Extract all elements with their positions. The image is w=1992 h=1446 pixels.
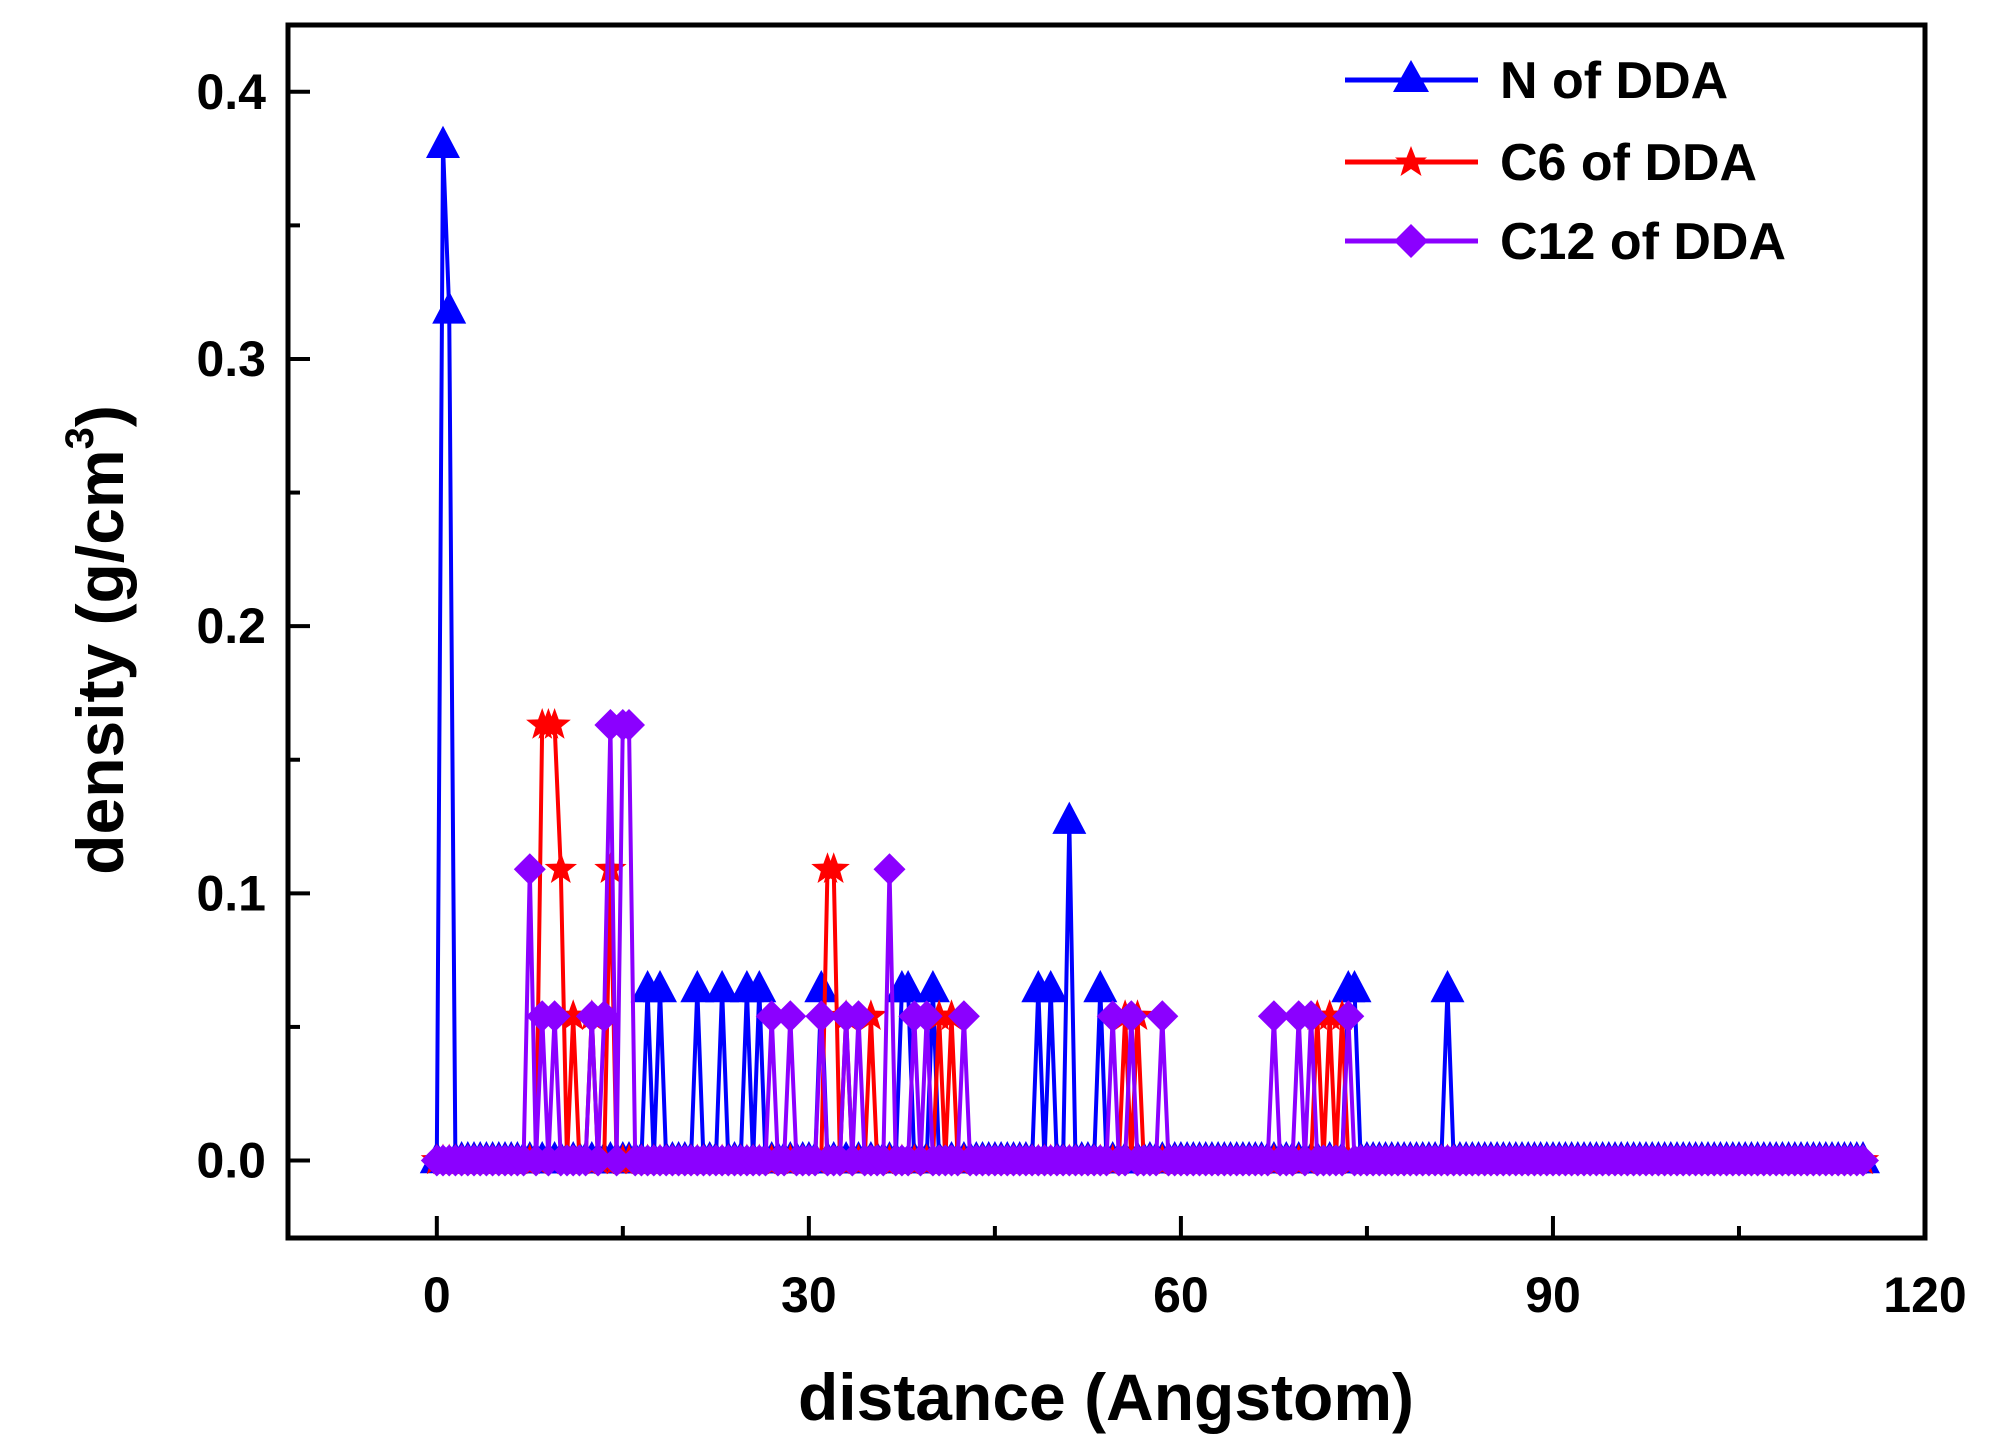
legend-label-c12: C12 of DDA (1500, 213, 1786, 271)
data-point (1083, 970, 1118, 1003)
data-point (544, 852, 577, 883)
data-point (817, 852, 850, 883)
data-point (1096, 1000, 1129, 1033)
y-tick-label: 0.4 (196, 64, 266, 120)
y-tick-label: 0.0 (196, 1133, 266, 1189)
y-axis-title: density (g/cm3) (58, 405, 137, 875)
data-point (1052, 801, 1087, 834)
legend-label-c6: C6 of DDA (1500, 134, 1757, 192)
data-point (774, 1000, 807, 1033)
x-tick-label: 90 (1525, 1267, 1581, 1323)
data-point (1257, 1000, 1290, 1033)
data-point (1295, 1000, 1328, 1033)
x-tick-label: 30 (781, 1267, 837, 1323)
data-point (600, 1144, 633, 1177)
data-point (582, 1144, 614, 1177)
data-point (873, 853, 906, 886)
data-point (538, 708, 571, 739)
data-point (1332, 1000, 1365, 1033)
x-axis-title: distance (Angstom) (798, 1360, 1414, 1434)
x-tick-label: 0 (423, 1267, 451, 1323)
y-tick-label: 0.3 (196, 331, 266, 387)
data-point (432, 291, 467, 324)
legend-marker-n (1393, 60, 1429, 92)
legend-label-n: N of DDA (1500, 52, 1728, 110)
data-point (755, 1000, 788, 1033)
data-point (891, 970, 926, 1003)
legend-marker-c6 (1395, 146, 1427, 176)
data-point (915, 970, 950, 1003)
data-point (588, 1000, 621, 1033)
data-point (1313, 999, 1346, 1030)
legend: N of DDA C6 of DDA C12 of DDA (1345, 52, 1786, 271)
y-axis-title-close: ) (63, 405, 137, 427)
series-3 (420, 709, 1879, 1177)
x-tick-label: 60 (1153, 1267, 1209, 1323)
data-point (643, 970, 677, 1003)
data-point (538, 1000, 571, 1033)
data-point (557, 999, 590, 1030)
data-point (613, 709, 645, 741)
series-layer (419, 125, 1880, 1177)
data-point (1847, 1144, 1879, 1177)
legend-marker-c12 (1394, 224, 1428, 258)
data-point (1146, 1000, 1179, 1033)
data-point (1115, 1000, 1148, 1033)
data-point (805, 1000, 838, 1033)
data-point (1337, 970, 1372, 1003)
data-point (742, 970, 777, 1003)
data-point (804, 970, 839, 1003)
data-point (513, 853, 546, 886)
x-tick-label: 120 (1883, 1267, 1966, 1323)
y-axis-title-main: density (g/cm (63, 449, 137, 874)
y-tick-label: 0.1 (196, 865, 266, 921)
data-point (680, 970, 715, 1003)
tick-layer: 0 30 60 90 120 0.0 0.1 0.2 0.3 0.4 (196, 64, 1966, 1323)
y-axis-title-sup: 3 (58, 427, 102, 449)
data-point (705, 970, 740, 1003)
data-point (910, 1000, 943, 1033)
data-point (1430, 970, 1465, 1003)
data-point (842, 1000, 875, 1033)
data-point (426, 125, 460, 158)
data-point (947, 1000, 980, 1033)
plot-frame (285, 22, 1928, 1241)
data-point (1033, 970, 1068, 1003)
y-tick-label: 0.2 (196, 598, 266, 654)
